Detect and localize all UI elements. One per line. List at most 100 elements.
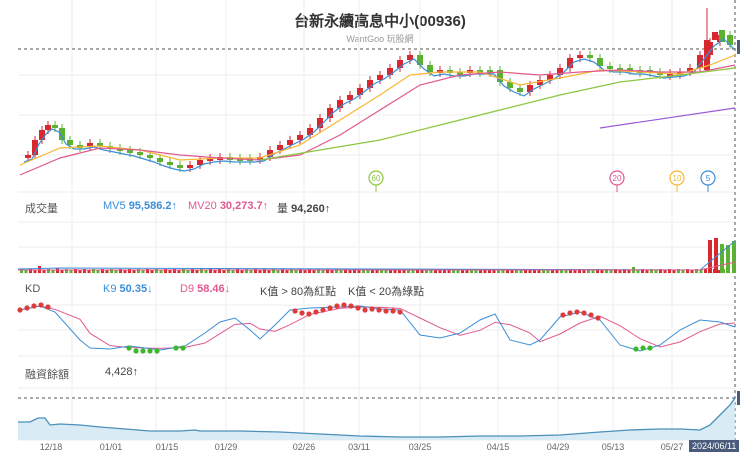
margin-panel-label: 融資餘額 (25, 369, 69, 381)
kd-green-dot (147, 348, 153, 354)
kd-red-dot (383, 308, 389, 314)
kd-red-dot (38, 302, 44, 308)
candle (567, 58, 573, 68)
price-marker (737, 40, 740, 54)
candle (67, 140, 73, 145)
candle (267, 150, 273, 157)
kd-green-dot (633, 346, 639, 352)
kd-red-dot (588, 312, 594, 318)
x-tick: 05/13 (601, 442, 625, 452)
margin-marker (737, 391, 740, 405)
ma-marker-icon (609, 170, 625, 186)
kd-red-dot (334, 303, 340, 309)
kd-red-dot (24, 305, 30, 311)
margin-legend: 4,428↑ (105, 366, 138, 378)
mv5-arrow-icon: ↑ (171, 200, 178, 212)
candle (397, 60, 403, 68)
chart-subtitle: WantGoo 玩股網 (346, 34, 414, 44)
candle (487, 70, 493, 73)
kd-red-dot (369, 306, 375, 312)
candle (287, 140, 293, 145)
mv20-label: MV20 (188, 200, 217, 212)
kd-red-dot (327, 305, 333, 311)
candle (307, 128, 313, 135)
candle (157, 158, 163, 162)
mv5-label: MV5 (103, 200, 126, 212)
candle (427, 65, 433, 72)
candle (137, 152, 143, 155)
candle (687, 68, 693, 72)
kd-green-dot (154, 348, 160, 354)
candle (127, 150, 133, 153)
kd-red-dot (299, 310, 305, 316)
candle (377, 75, 383, 80)
volume-legend: 量 94,260↑ (277, 200, 330, 216)
margin-area (18, 397, 736, 440)
kd-red-dot (306, 311, 312, 317)
kd-green-dot (640, 345, 646, 351)
candle (537, 80, 543, 85)
candle (177, 165, 183, 168)
kd-red-dot (581, 310, 587, 316)
candle (577, 55, 583, 58)
kd-green-dot (180, 345, 186, 351)
moving-average-lines (19, 38, 736, 176)
kd-green-dot (173, 345, 179, 351)
k9-arrow-icon: ↓ (147, 283, 153, 295)
candle (387, 68, 393, 75)
mv5-legend: MV5 95,586.2↑ (103, 200, 177, 212)
candle (52, 125, 58, 128)
candle (167, 162, 173, 165)
x-tick: 01/15 (155, 442, 179, 452)
candle (317, 118, 323, 128)
margin-arrow-icon: ↑ (132, 366, 139, 378)
x-tick: 03/11 (348, 442, 370, 452)
candle (517, 88, 523, 92)
candle (557, 68, 563, 75)
x-tick: 12/18 (39, 442, 63, 452)
kd-red-dot (313, 309, 319, 315)
candle (407, 55, 413, 60)
candle (597, 58, 603, 66)
mv20-arrow-icon: ↑ (262, 200, 269, 212)
candle (297, 135, 303, 140)
candle (607, 66, 613, 69)
candle (327, 108, 333, 118)
margin-value: 4,428 (105, 366, 133, 378)
candle (667, 73, 673, 76)
d9-label: D9 (180, 283, 195, 295)
x-tick: 04/15 (486, 442, 510, 452)
candle (497, 70, 503, 82)
kd-note-red: K值 > 80為紅點 (260, 286, 337, 298)
candle (45, 125, 51, 130)
kd-red-dot (567, 310, 573, 316)
candle (417, 55, 423, 65)
candle (367, 80, 373, 88)
kd-green-dot (133, 348, 139, 354)
candle (347, 95, 353, 100)
candle (197, 160, 203, 165)
ma-marker-icon (700, 170, 716, 186)
k9-legend: K9 50.35↓ (103, 283, 153, 295)
svg-text:20: 20 (613, 174, 622, 183)
mv5-value: 95,586.2 (128, 200, 172, 212)
candle (147, 155, 153, 158)
kd-red-dot (17, 307, 23, 313)
kd-lines (17, 302, 736, 354)
kd-red-dot (362, 307, 368, 313)
ma-marker-icon (669, 170, 685, 186)
kd-green-dot (140, 348, 146, 354)
candle (527, 85, 533, 92)
kd-red-dot (45, 304, 51, 310)
x-tick: 02/26 (292, 442, 316, 452)
volume-panel-label: 成交量 (25, 203, 58, 215)
svg-text:5: 5 (706, 174, 711, 183)
candle (507, 82, 513, 88)
candle (547, 75, 553, 80)
kd-red-dot (292, 308, 298, 314)
ma-markers: 60 20 10 5 (368, 170, 716, 192)
d9-legend: D9 58.46↓ (180, 283, 230, 295)
chart-title: 台新永續高息中小(00936) (294, 13, 466, 30)
kd-red-dot (31, 303, 37, 309)
